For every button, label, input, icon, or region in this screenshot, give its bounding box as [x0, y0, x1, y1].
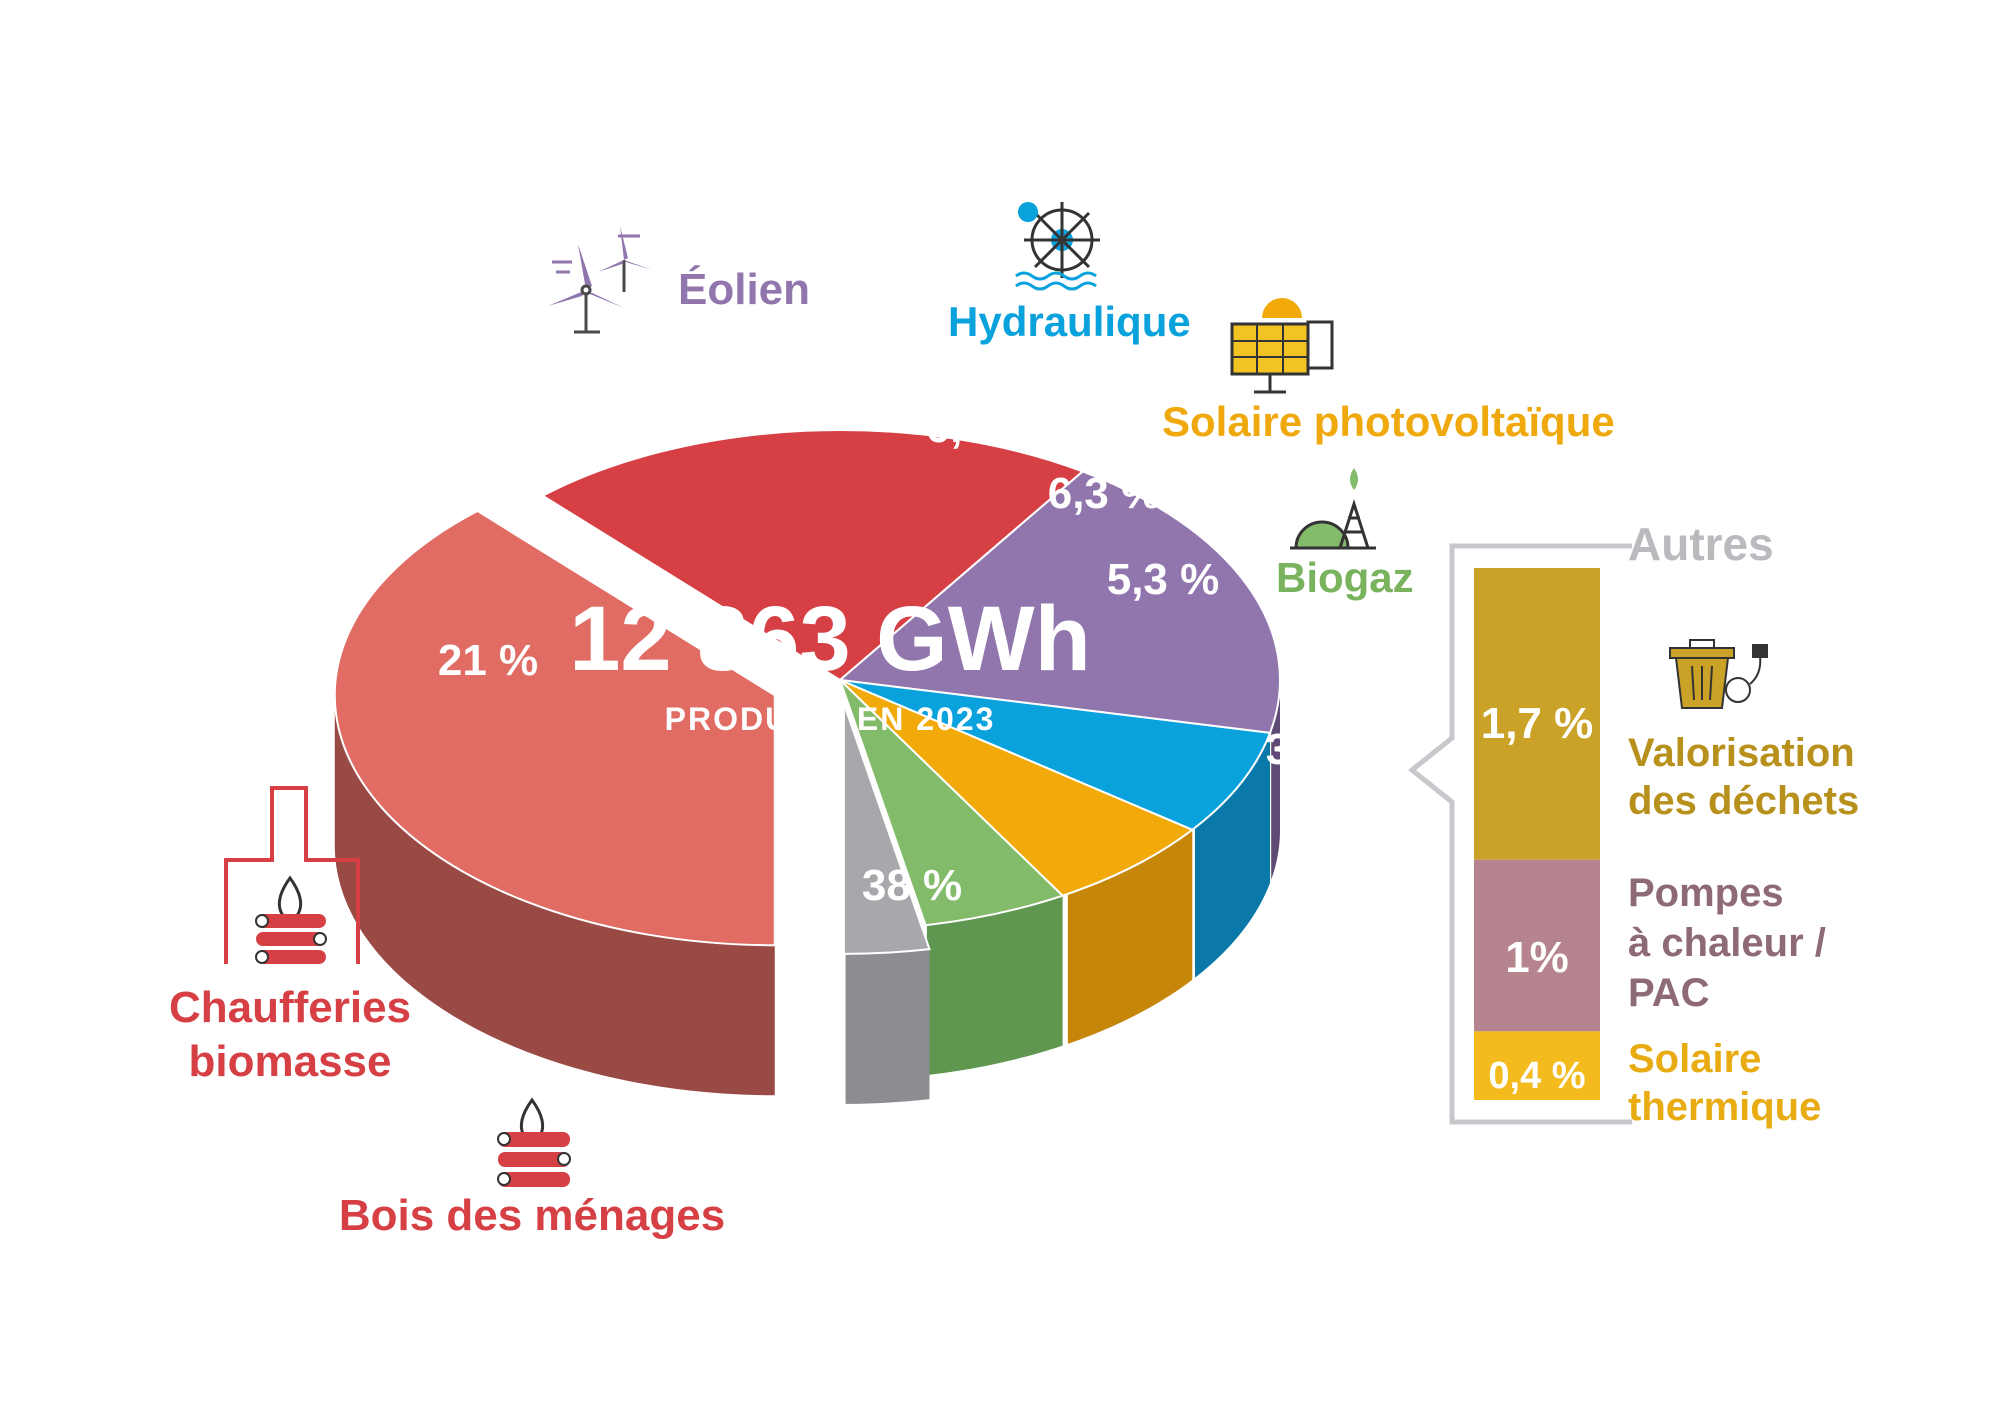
pie-slice-hydraulique: [839, 679, 1272, 831]
value-bois: 38 %: [862, 861, 962, 910]
value-hydraulique: 6,8 %: [926, 403, 1039, 452]
wind-turbines-icon: [548, 226, 652, 334]
label-thermique-1: Solaire: [1628, 1037, 1761, 1081]
pie-side-biogaz: [926, 895, 1063, 1076]
label-autres: Autres: [1628, 518, 1774, 570]
value-autres: 3,1 %: [1266, 725, 1379, 774]
pie-slice-bois: [333, 509, 776, 947]
label-pac-2: à chaleur /: [1628, 921, 1826, 965]
pie-slice-solaire_pv: [839, 679, 1195, 897]
value-pac: 1%: [1505, 933, 1569, 982]
value-chaufferies: 21 %: [438, 636, 538, 685]
pie-side-eolien: [1271, 682, 1280, 880]
label-chaufferies-2: biomasse: [189, 1037, 392, 1086]
label-hydraulique: Hydraulique: [948, 298, 1191, 345]
pie-side-bois: [334, 695, 775, 1096]
label-thermique-2: thermique: [1628, 1085, 1821, 1129]
total-production: 12 863 GWh: [569, 588, 1091, 690]
wood-logs-icon: [497, 1097, 571, 1187]
pie-slice-biogaz: [839, 679, 1065, 927]
autres-segment-2: [1474, 1031, 1600, 1100]
pie-slice-eolien: [837, 470, 1281, 734]
solar-panel-icon: [1230, 298, 1334, 394]
label-bois: Bois des ménages: [339, 1191, 725, 1240]
pie-slice-chaufferies: [540, 429, 1085, 682]
biogas-plant-icon: [1290, 468, 1376, 550]
label-biogaz: Biogaz: [1276, 554, 1414, 601]
autres-bracket: [1407, 543, 1632, 1125]
autres-segment-0: [1474, 568, 1600, 860]
value-eolien: 19 %: [672, 379, 772, 428]
value-dechets: 1,7 %: [1481, 699, 1594, 748]
autres-segment-1: [1474, 859, 1600, 1032]
label-dechets-2: des déchets: [1628, 779, 1859, 823]
total-subtitle: PRODUITS EN 2023: [665, 701, 996, 737]
pie-tops: [333, 429, 1281, 955]
waste-bin-icon: [1669, 639, 1768, 709]
biomass-boiler-icon: [224, 786, 360, 964]
value-biogaz: 5,3 %: [1107, 555, 1220, 604]
pie-side-solaire_pv: [1067, 829, 1193, 1044]
pie-side-hydraulique: [1195, 732, 1271, 978]
value-solaire-pv: 6,3 %: [1048, 469, 1161, 518]
value-thermique: 0,4 %: [1488, 1055, 1585, 1097]
label-solaire-pv: Solaire photovoltaïque: [1162, 398, 1615, 445]
label-eolien: Éolien: [678, 264, 810, 314]
water-wheel-icon: [1015, 202, 1100, 291]
label-pac-1: Pompes: [1628, 871, 1784, 915]
pie-slice-autres: [842, 703, 931, 955]
label-dechets-1: Valorisation: [1628, 731, 1855, 775]
autres-stacked-bar: [1474, 568, 1600, 1100]
label-chaufferies-1: Chaufferies: [169, 983, 411, 1032]
label-pac-3: PAC: [1628, 971, 1709, 1015]
